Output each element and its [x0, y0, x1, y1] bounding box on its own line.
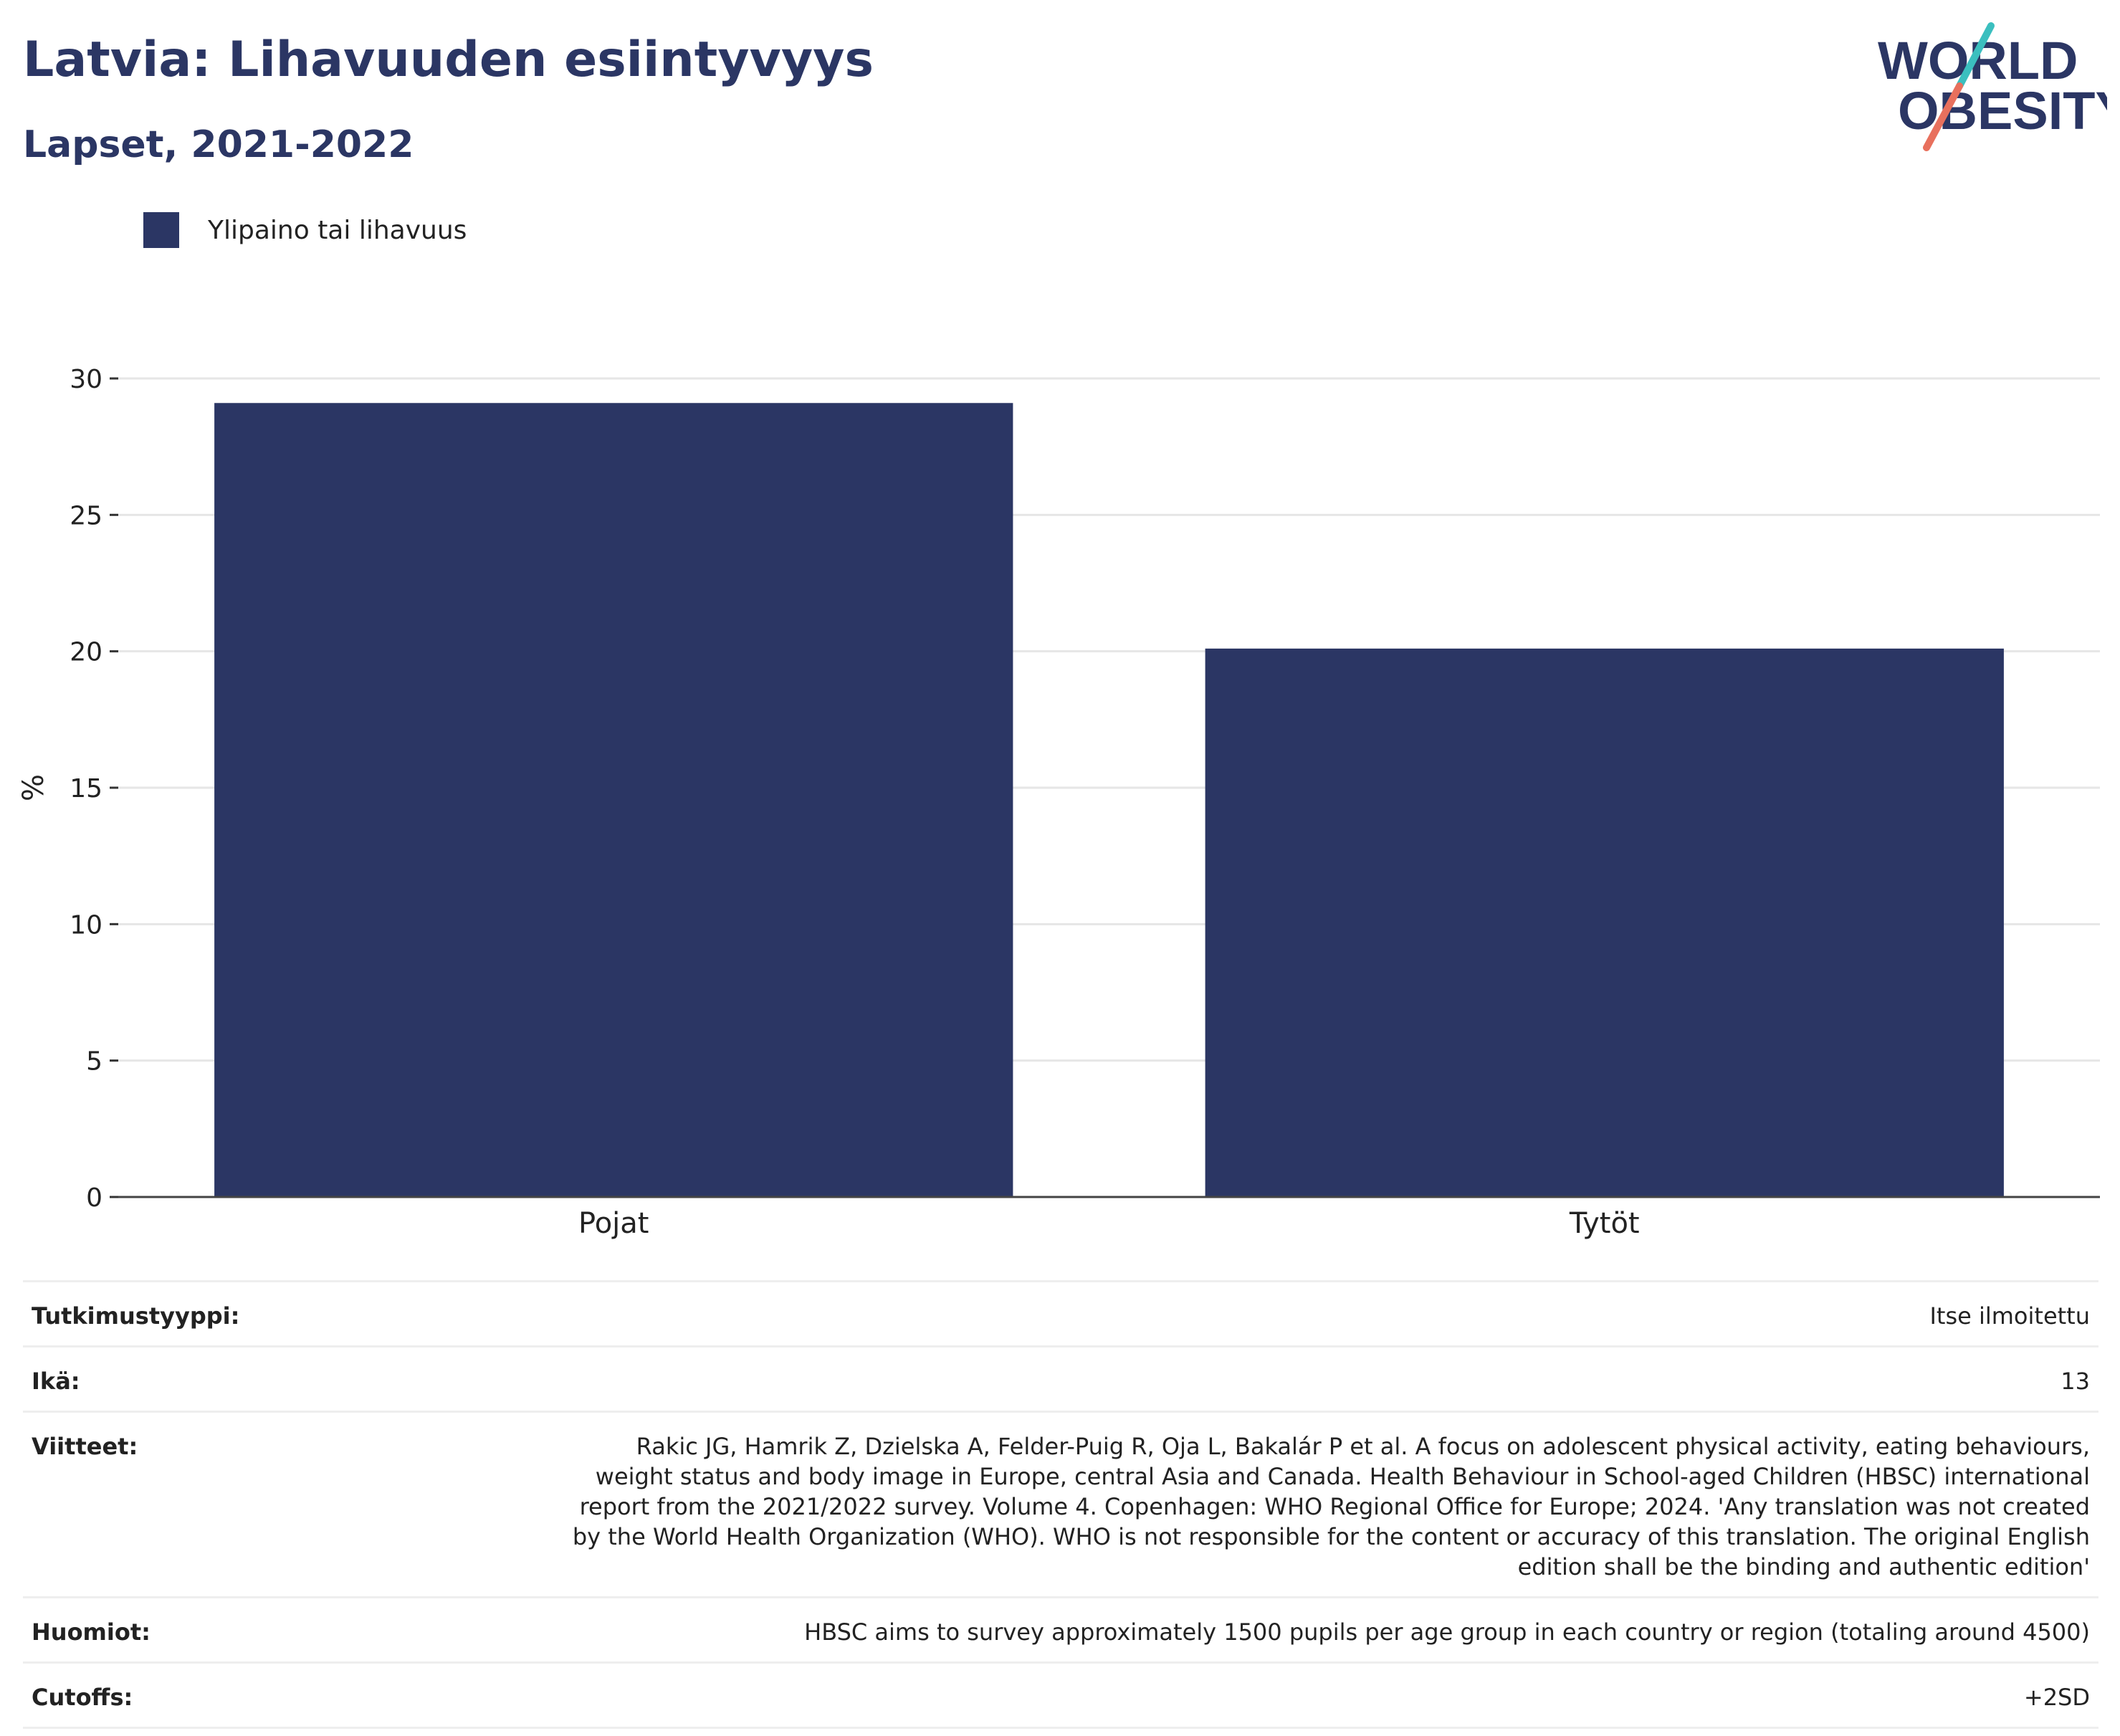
y-tick-label: 30 — [70, 365, 102, 394]
logo-line-world: WORLD — [1878, 31, 2078, 90]
y-tick-label: 15 — [70, 774, 102, 803]
chart-subtitle: Lapset, 2021-2022 — [23, 123, 414, 166]
metadata-label: Huomiot: — [32, 1618, 151, 1646]
metadata-value: +2SD — [2023, 1684, 2090, 1711]
metadata-row: Tutkimustyyppi: Itse ilmoitettu — [23, 1282, 2098, 1348]
metadata-table: Tutkimustyyppi: Itse ilmoitettu Ikä: 13 Viit… — [23, 1280, 2098, 1729]
bar-chart: 0 5 10 15 20 25 30% Pojat Tytöt — [17, 365, 2100, 1240]
y-tick-label: 25 — [70, 501, 102, 530]
y-tick-label: 0 — [86, 1183, 102, 1213]
y-axis-label: % — [17, 774, 50, 801]
legend-label: Ylipaino tai lihavuus — [208, 215, 467, 245]
y-tick-label: 5 — [86, 1047, 102, 1077]
logo-slash-top — [1956, 22, 1995, 90]
metadata-row: Huomiot: HBSC aims to survey approximatel… — [23, 1598, 2098, 1664]
metadata-value: Rakic JG, Hamrik Z, Dzielska A, Felder-P… — [572, 1433, 2090, 1580]
metadata-row: Viitteet: Rakic JG, Hamrik Z, Dzielska A,… — [23, 1413, 2098, 1598]
metadata-label: Ikä: — [32, 1368, 80, 1395]
metadata-row: Ikä: 13 — [23, 1348, 2098, 1413]
metadata-value: 13 — [2061, 1368, 2090, 1395]
metadata-label: Viitteet: — [32, 1433, 138, 1460]
metadata-value: Itse ilmoitettu — [1929, 1302, 2090, 1330]
x-tick-label: Pojat — [578, 1207, 649, 1240]
y-tick-label: 20 — [70, 638, 102, 667]
chart-title: Latvia: Lihavuuden esiintyvyys — [23, 32, 874, 88]
metadata-label: Cutoffs: — [32, 1684, 133, 1711]
x-tick-label: Tytöt — [1569, 1207, 1640, 1240]
metadata-row: Cutoffs: +2SD — [23, 1664, 2098, 1729]
logo-slash-bottom — [1923, 82, 1963, 151]
legend-swatch — [143, 212, 179, 248]
metadata-label: Tutkimustyyppi: — [32, 1302, 240, 1330]
bar-pojat — [214, 403, 1013, 1197]
legend: Ylipaino tai lihavuus — [143, 212, 467, 248]
metadata-value: HBSC aims to survey approximately 1500 p… — [804, 1618, 2090, 1646]
bar-tytöt — [1205, 648, 2004, 1197]
y-tick-label: 10 — [70, 910, 102, 940]
